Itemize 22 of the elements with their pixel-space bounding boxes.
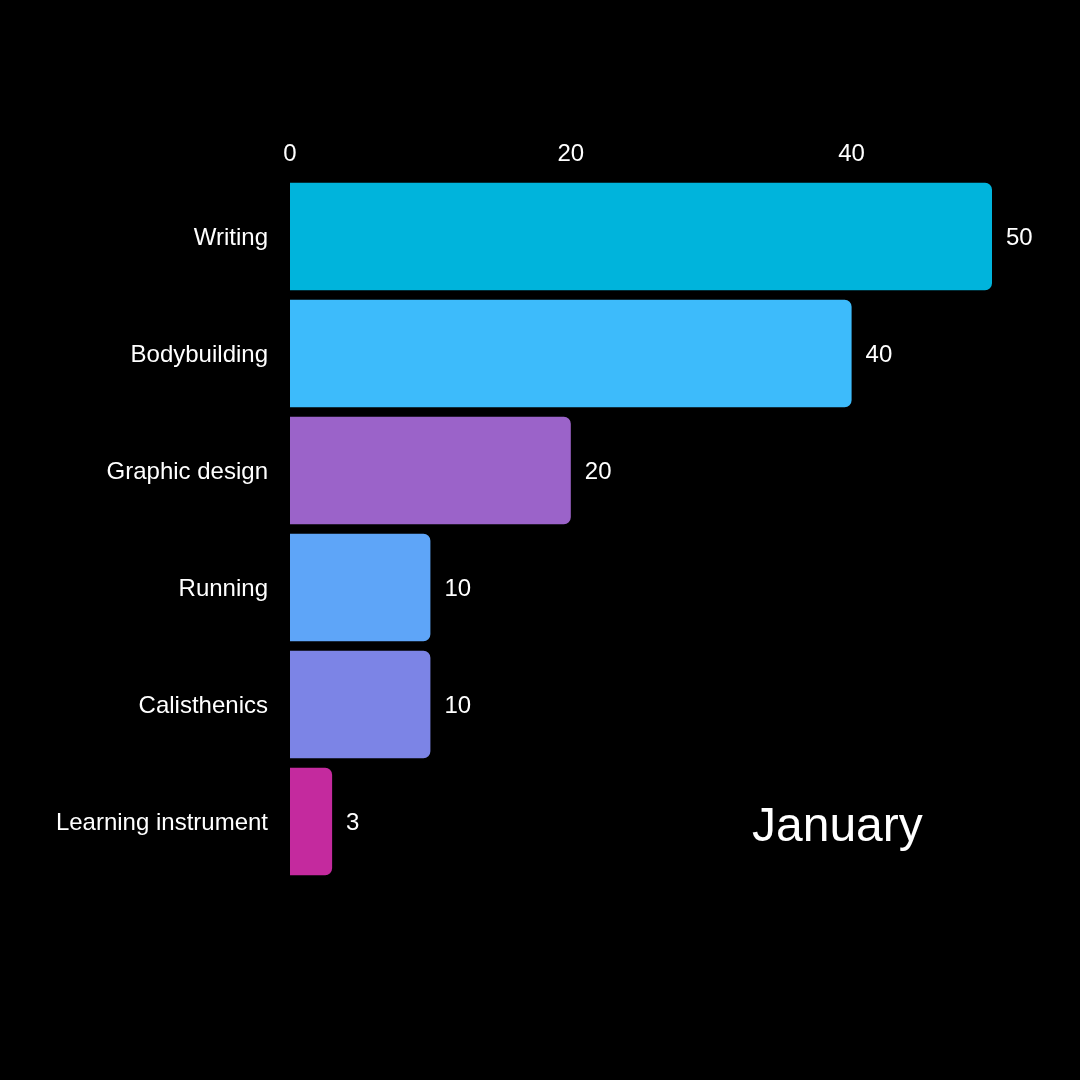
annotation: January (752, 797, 923, 851)
data-label: 10 (444, 691, 472, 718)
data-label: 20 (584, 457, 612, 484)
y-tick-label: Calisthenics (138, 691, 268, 718)
y-tick-label: Running (178, 574, 268, 601)
x-tick-label: 20 (557, 138, 585, 166)
bar (290, 533, 431, 642)
bar (290, 767, 333, 876)
data-label: 40 (865, 340, 893, 367)
data-label: 10 (444, 574, 472, 601)
bar (290, 416, 571, 525)
data-label: 3 (346, 808, 360, 835)
y-tick-label: Writing (193, 223, 268, 250)
y-tick-label: Learning instrument (55, 808, 269, 835)
bar (290, 299, 852, 408)
x-tick-label: 0 (283, 138, 297, 166)
y-tick-label: Graphic design (106, 457, 268, 484)
data-label: 50 (1006, 223, 1033, 250)
x-tick-label: 40 (838, 138, 865, 166)
y-tick-label: Bodybuilding (130, 340, 268, 367)
bar (290, 650, 431, 759)
bar (290, 182, 992, 291)
